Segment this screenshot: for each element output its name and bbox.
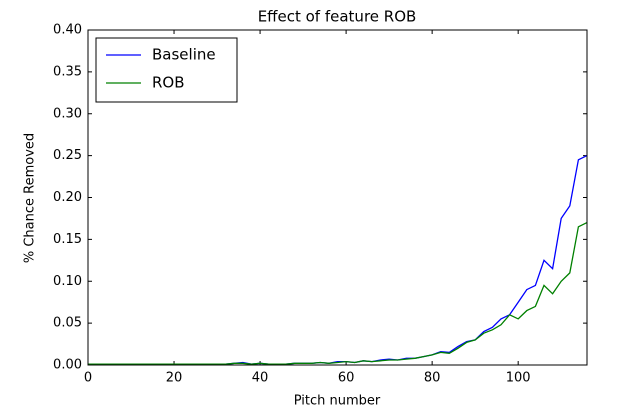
y-tick-label: 0.15 xyxy=(53,232,82,247)
x-tick-label: 100 xyxy=(506,371,531,386)
x-tick-label: 0 xyxy=(84,371,92,386)
legend-label: Baseline xyxy=(152,46,216,64)
legend-label: ROB xyxy=(152,74,185,92)
x-axis-label: Pitch number xyxy=(294,394,381,409)
x-tick-label: 60 xyxy=(338,371,355,386)
y-tick-label: 0.40 xyxy=(53,23,82,38)
legend-box xyxy=(95,37,238,103)
y-tick-label: 0.30 xyxy=(53,106,82,121)
y-tick-label: 0.35 xyxy=(53,64,82,79)
y-tick-label: 0.25 xyxy=(53,148,82,163)
y-tick-label: 0.10 xyxy=(53,274,82,289)
data-line xyxy=(88,222,588,365)
data-line xyxy=(88,155,588,365)
x-tick-label: 20 xyxy=(166,371,183,386)
chart-title: Effect of feature ROB xyxy=(258,8,417,26)
x-tick-label: 80 xyxy=(424,371,441,386)
x-tick-label: 40 xyxy=(252,371,269,386)
plot-frame xyxy=(87,29,588,366)
y-tick-label: 0.20 xyxy=(53,190,82,205)
y-tick-label: 0.05 xyxy=(53,316,82,331)
y-axis-label: % Chance Removed xyxy=(23,133,38,263)
y-tick-label: 0.00 xyxy=(53,358,82,373)
